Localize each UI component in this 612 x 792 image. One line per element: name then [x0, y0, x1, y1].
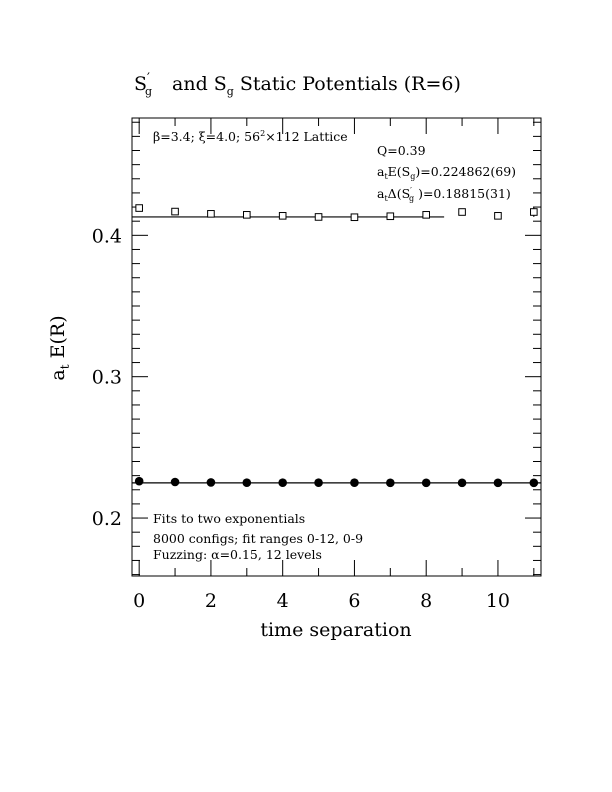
data-point-square: [530, 208, 538, 216]
x-tick-label: 0: [133, 590, 145, 612]
annotation-fuzzing: Fuzzing: α=0.15, 12 levels: [153, 547, 322, 562]
data-point-circle: [134, 476, 144, 486]
svg-text:at E(R): at E(R): [47, 315, 72, 380]
data-point-square: [171, 207, 179, 216]
y-tick-label: 0.4: [92, 225, 122, 247]
x-tick-label: 2: [205, 590, 217, 612]
annotation-energy: atE(Sg)=0.224862(69): [377, 164, 516, 181]
annotation-delta: atΔ(S′ g )=0.18815(31): [377, 186, 511, 203]
data-point-circle: [529, 478, 539, 488]
data-point-circle: [314, 478, 323, 488]
x-tick-label: 4: [277, 590, 289, 612]
data-point-circle: [350, 478, 359, 488]
plot-frame: [131, 117, 542, 577]
x-tick-label: 6: [348, 590, 360, 612]
data-point-square: [207, 210, 215, 218]
data-point-square: [458, 208, 466, 216]
x-tick-label: 8: [420, 590, 432, 612]
axis-ticks: [132, 118, 541, 576]
x-tick-labels: 0 2 4 6 8 10: [133, 590, 510, 612]
data-point-circle: [206, 478, 216, 487]
data-point-circle: [457, 478, 467, 488]
data-point-circle: [170, 477, 180, 487]
x-tick-label: 10: [486, 590, 510, 612]
title-text: and Sg Static Potentials (R=6): [172, 73, 461, 98]
data-point-square: [422, 211, 430, 219]
data-point-square: [135, 204, 143, 212]
data-point-square: [386, 212, 395, 221]
data-point-square: [314, 213, 323, 221]
x-axis-label: time separation: [260, 619, 411, 641]
y-tick-labels: 0.2 0.3 0.4: [92, 225, 122, 530]
data-series: [134, 204, 539, 488]
annotations: β=3.4; ξ=4.0; 562×112 Lattice Q=0.39 atE…: [153, 129, 516, 562]
data-point-circle: [421, 478, 431, 488]
annotation-fits: Fits to two exponentials: [153, 511, 305, 526]
y-tick-label: 0.2: [92, 508, 122, 530]
data-point-square: [494, 212, 502, 220]
data-point-square: [243, 211, 251, 219]
annotation-q: Q=0.39: [377, 143, 426, 158]
data-point-square: [350, 213, 359, 222]
y-axis-label: at E(R): [47, 315, 72, 380]
data-point-circle: [386, 478, 395, 488]
data-point-circle: [278, 478, 287, 488]
annotation-lattice: β=3.4; ξ=4.0; 562×112 Lattice: [153, 129, 348, 144]
data-point-circle: [242, 478, 252, 488]
data-point-square: [278, 212, 287, 220]
title-sg-prime: S′ g: [134, 71, 152, 98]
y-tick-label: 0.3: [92, 367, 122, 389]
data-point-circle: [493, 478, 503, 488]
chart-title: S′ g and Sg Static Potentials (R=6): [134, 71, 461, 98]
annotation-configs: 8000 configs; fit ranges 0-12, 0-9: [153, 531, 363, 546]
fit-lines: [132, 216, 541, 484]
